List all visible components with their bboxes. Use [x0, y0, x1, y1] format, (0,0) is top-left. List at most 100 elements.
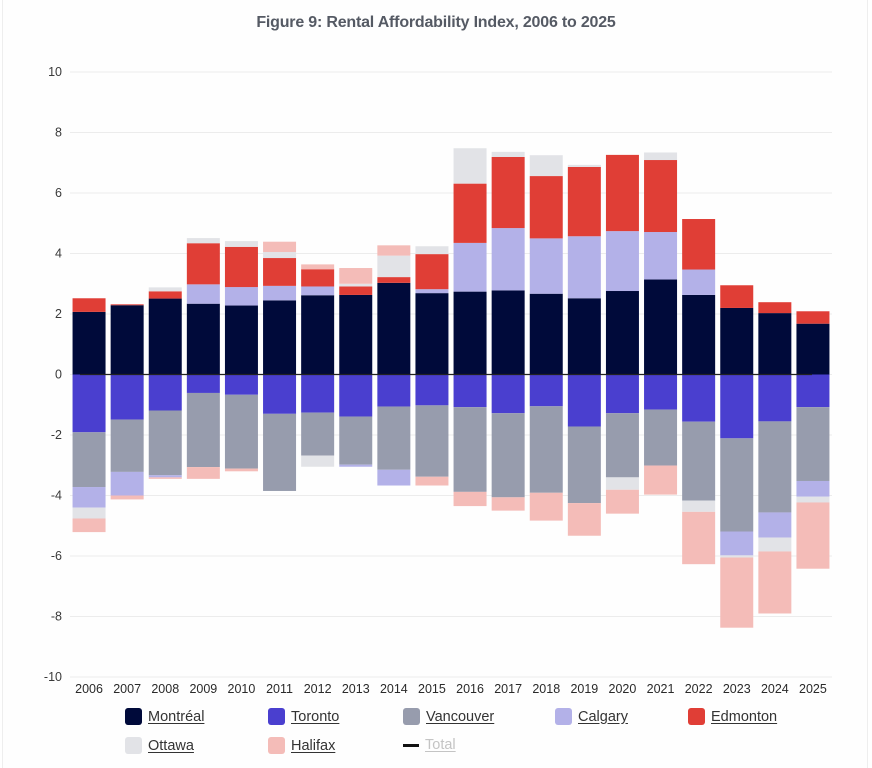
bar-calgary-2010: [224, 287, 258, 306]
y-tick-label: 8: [55, 126, 62, 140]
bar-calgary-2013: [339, 464, 373, 467]
legend-item-ottawa[interactable]: Ottawa: [125, 737, 194, 754]
bar-edmonton-2024: [758, 302, 792, 314]
bar-toronto-2009: [186, 374, 220, 393]
bar-ottawa-2017: [491, 151, 525, 158]
bar-halifax-2023: [720, 557, 754, 628]
legend-swatch: [555, 708, 572, 725]
bar-halifax-2020: [605, 489, 639, 514]
bar-vancouver-2009: [186, 392, 220, 468]
bar-toronto-2016: [453, 374, 487, 408]
x-tick-label: 2013: [342, 682, 370, 696]
legend-label: Total: [425, 737, 456, 753]
bar-edmonton-2013: [339, 286, 373, 295]
bar-ottawa-2016: [453, 148, 487, 184]
bar-montral-2009: [186, 303, 220, 375]
x-tick-label: 2011: [266, 682, 293, 696]
bar-calgary-2018: [529, 238, 563, 294]
bar-vancouver-2006: [72, 432, 106, 488]
bar-ottawa-2012: [301, 455, 335, 467]
bar-ottawa-2020: [605, 477, 639, 490]
y-tick-label: -4: [51, 489, 62, 503]
bar-toronto-2018: [529, 374, 563, 407]
legend-swatch: [268, 737, 285, 754]
x-tick-label: 2009: [189, 682, 217, 696]
legend-swatch: [125, 708, 142, 725]
bar-montral-2025: [796, 323, 830, 375]
bar-vancouver-2024: [758, 421, 792, 513]
bar-vancouver-2022: [682, 421, 716, 501]
bar-calgary-2019: [567, 236, 601, 299]
bar-ottawa-2013: [339, 283, 373, 287]
bar-toronto-2015: [415, 374, 449, 406]
x-tick-label: 2015: [418, 682, 446, 696]
y-tick-label: -2: [51, 428, 62, 442]
bar-halifax-2014: [377, 245, 411, 256]
bar-edmonton-2020: [605, 154, 639, 232]
bar-vancouver-2019: [567, 426, 601, 504]
legend-item-montreal[interactable]: Montréal: [125, 708, 204, 725]
bar-montral-2024: [758, 313, 792, 375]
bar-montral-2014: [377, 282, 411, 375]
bar-ottawa-2011: [263, 251, 297, 259]
x-tick-label: 2008: [151, 682, 179, 696]
bar-toronto-2017: [491, 374, 525, 414]
bar-edmonton-2014: [377, 277, 411, 283]
x-tick-label: 2010: [228, 682, 256, 696]
bar-vancouver-2017: [491, 413, 525, 498]
bar-montral-2011: [263, 300, 297, 375]
x-tick-label: 2006: [75, 682, 103, 696]
bar-vancouver-2018: [529, 406, 563, 493]
bar-toronto-2014: [377, 374, 411, 407]
legend-item-total[interactable]: Total: [403, 737, 456, 753]
legend-item-edmonton[interactable]: Edmonton: [688, 708, 777, 725]
y-tick-label: 10: [48, 65, 62, 79]
legend-item-toronto[interactable]: Toronto: [268, 708, 339, 725]
bar-vancouver-2011: [263, 413, 297, 491]
bar-calgary-2008: [148, 475, 182, 478]
bar-ottawa-2009: [186, 238, 220, 244]
bar-toronto-2022: [682, 374, 716, 422]
bar-ottawa-2006: [72, 507, 106, 519]
bar-toronto-2024: [758, 374, 792, 422]
bar-edmonton-2018: [529, 176, 563, 239]
bar-vancouver-2012: [301, 412, 335, 456]
legend-item-vancouver[interactable]: Vancouver: [403, 708, 494, 725]
legend-item-calgary[interactable]: Calgary: [555, 708, 628, 725]
bar-vancouver-2021: [644, 409, 678, 466]
bar-vancouver-2014: [377, 406, 411, 470]
bar-ottawa-2018: [529, 155, 563, 177]
bar-vancouver-2007: [110, 419, 144, 472]
bar-edmonton-2022: [682, 219, 716, 270]
bar-halifax-2012: [301, 264, 335, 270]
bar-edmonton-2025: [796, 311, 830, 324]
bar-halifax-2006: [72, 518, 106, 533]
bar-halifax-2017: [491, 497, 525, 511]
x-tick-label: 2016: [456, 682, 484, 696]
bar-calgary-2006: [72, 487, 106, 508]
bar-halifax-2018: [529, 492, 563, 521]
bar-calgary-2023: [720, 531, 754, 556]
bar-toronto-2013: [339, 374, 373, 417]
bar-vancouver-2008: [148, 410, 182, 476]
y-tick-label: -8: [51, 610, 62, 624]
bar-vancouver-2023: [720, 438, 754, 532]
bar-calgary-2024: [758, 512, 792, 538]
bar-edmonton-2023: [720, 285, 754, 308]
bar-halifax-2011: [263, 241, 297, 252]
bar-montral-2022: [682, 294, 716, 375]
legend-item-halifax[interactable]: Halifax: [268, 737, 335, 754]
bar-ottawa-2014: [377, 255, 411, 278]
bar-edmonton-2015: [415, 254, 449, 290]
x-tick-label: 2014: [380, 682, 408, 696]
legend-line-icon: [403, 743, 419, 747]
x-tick-label: 2007: [113, 682, 141, 696]
bar-calgary-2014: [377, 469, 411, 486]
x-tick-label: 2023: [723, 682, 751, 696]
legend-label: Calgary: [578, 708, 628, 725]
bar-calgary-2025: [796, 480, 830, 497]
bar-toronto-2012: [301, 374, 335, 413]
legend-label: Montréal: [148, 708, 205, 725]
bar-edmonton-2008: [148, 291, 182, 299]
